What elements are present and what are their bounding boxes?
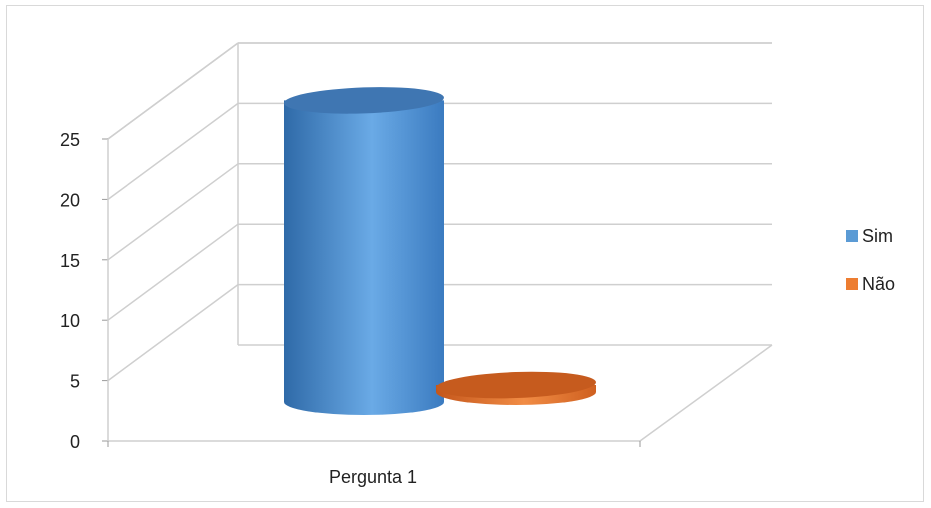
y-tick-label-4: 20 (60, 190, 80, 210)
y-tick-label-3: 15 (60, 251, 80, 271)
chart-frame (6, 5, 924, 502)
gridline-wall-3 (107, 163, 239, 261)
category-label: Pergunta 1 (329, 467, 417, 487)
gridline-wall-top (107, 42, 239, 140)
floor-right-edge (639, 344, 773, 442)
bars-layer (284, 87, 596, 416)
bar-top-nao (436, 371, 596, 399)
y-tick-label-0: 0 (70, 432, 80, 452)
legend-label-sim: Sim (862, 226, 893, 246)
legend-swatch-sim (846, 230, 858, 242)
gridline-wall-4 (107, 102, 239, 201)
y-tick-label-2: 10 (60, 311, 80, 331)
axis-layer: 0 5 10 15 20 25 (60, 130, 641, 452)
gridline-ghost (108, 0, 238, 79)
gridline-wall-2 (107, 223, 239, 321)
bar-body-sim (284, 100, 444, 416)
gridline-wall-1 (107, 283, 239, 382)
bar-nao (436, 371, 596, 405)
legend-label-nao: Não (862, 274, 895, 294)
bar-top-sim (284, 87, 444, 114)
y-tick-label-5: 25 (60, 130, 80, 150)
legend-swatch-nao (846, 278, 858, 290)
y-tick-label-1: 5 (70, 372, 80, 392)
legend: Sim Não (846, 226, 895, 294)
bar-sim (284, 87, 444, 416)
